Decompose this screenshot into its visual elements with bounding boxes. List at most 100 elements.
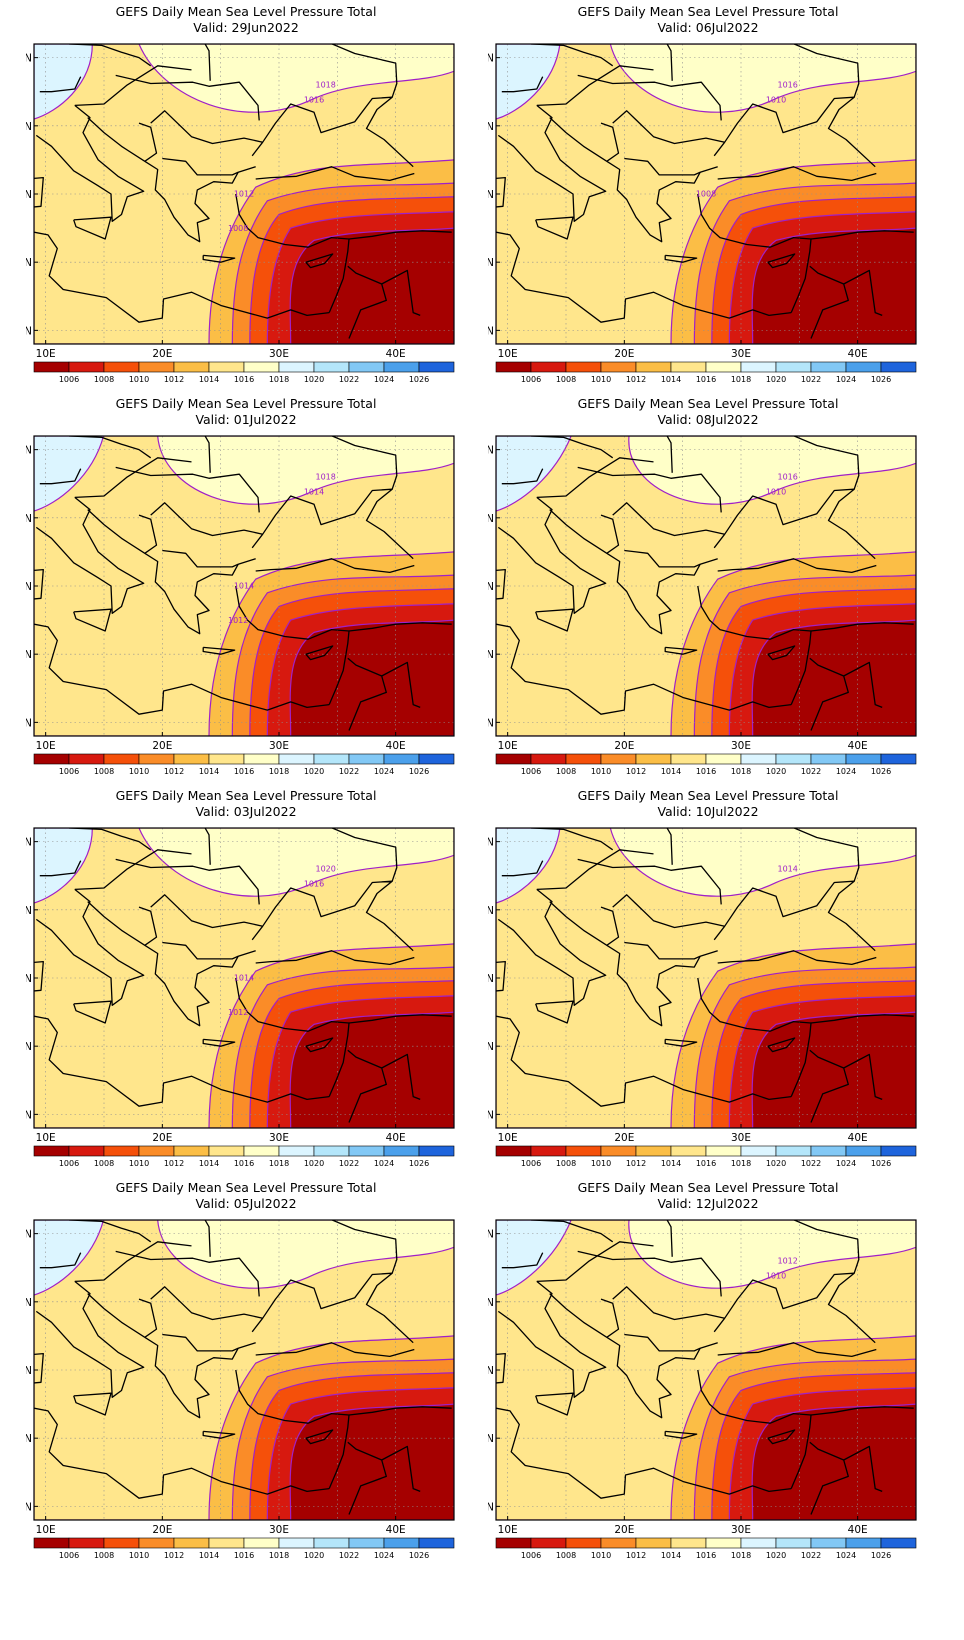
colorbar-swatch xyxy=(173,753,210,765)
contour-label: 1016 xyxy=(777,473,797,482)
pressure-map: 101450N45N40N35N30N10E20E30E40E100610081… xyxy=(488,827,917,1168)
colorbar-label: 1014 xyxy=(661,375,681,384)
colorbar-swatch xyxy=(348,753,385,765)
graticule xyxy=(496,1220,917,1520)
colorbar-label: 1012 xyxy=(164,1159,184,1168)
colorbar-label: 1024 xyxy=(374,767,394,776)
lat-tick-label: 30N xyxy=(26,325,32,337)
pressure-band xyxy=(289,1403,454,1520)
colorbar-label: 1012 xyxy=(626,767,646,776)
colorbar-label: 1016 xyxy=(234,1551,254,1560)
colorbar-label: 1006 xyxy=(59,1551,79,1560)
colorbar: 1006 1008 1010 1012 1014 1016 1018 1020 1022 1024… xyxy=(495,1145,917,1168)
colorbar-swatch xyxy=(348,1537,385,1549)
lon-tick-label: 30E xyxy=(269,1524,289,1536)
pressure-band xyxy=(289,1011,454,1128)
colorbar: 1006 1008 1010 1012 1014 1016 1018 1020 1022 1024… xyxy=(495,753,917,776)
colorbar-swatch xyxy=(600,1537,637,1549)
colorbar-label: 1008 xyxy=(94,767,114,776)
pressure-band xyxy=(751,227,916,344)
contour-label: 1014 xyxy=(234,974,254,983)
colorbar: 1006 1008 1010 1012 1014 1016 1018 1020 1022 1024… xyxy=(33,1537,455,1560)
contour-label: 1014 xyxy=(304,488,324,497)
colorbar-label: 1018 xyxy=(731,1551,751,1560)
colorbar-label: 1006 xyxy=(59,1159,79,1168)
colorbar-swatch xyxy=(243,1537,280,1549)
pressure-map: 50N45N40N35N30N10E20E30E40E1006100810101… xyxy=(26,1219,455,1560)
colorbar-label: 1022 xyxy=(801,767,821,776)
colorbar-swatch xyxy=(810,1145,847,1157)
colorbar-swatch xyxy=(775,753,812,765)
colorbar-label: 1022 xyxy=(801,375,821,384)
lat-tick-label: 40N xyxy=(488,189,494,201)
lon-tick-label: 10E xyxy=(498,740,518,752)
lat-tick-label: 35N xyxy=(26,649,32,661)
lon-tick-label: 30E xyxy=(269,1132,289,1144)
colorbar-swatch xyxy=(530,1145,567,1157)
lon-tick-label: 30E xyxy=(731,1132,751,1144)
pressure-band xyxy=(496,436,572,512)
graticule xyxy=(34,436,455,736)
colorbar-label: 1012 xyxy=(164,767,184,776)
colorbar-swatch xyxy=(418,361,455,373)
pressure-band xyxy=(138,828,454,897)
colorbar-swatch xyxy=(810,1537,847,1549)
colorbar-label: 1014 xyxy=(661,1551,681,1560)
colorbar-label: 1026 xyxy=(871,1159,891,1168)
colorbar-swatch xyxy=(530,1537,567,1549)
colorbar-swatch xyxy=(138,753,175,765)
map-panel: 1018 1016 1012 1008 50N 45N 40N 35N 30N 10E 20E 30E… xyxy=(26,0,466,400)
map-panel: 1020 1016 1014 1012 50N 45N 40N 35N 30N 10E 20E 30E… xyxy=(26,784,466,1184)
colorbar-swatch xyxy=(670,1145,707,1157)
colorbar-swatch xyxy=(33,1145,70,1157)
lon-tick-label: 10E xyxy=(36,740,56,752)
lat-tick-label: 45N xyxy=(26,513,32,525)
pressure-band xyxy=(34,436,105,512)
panel-title: GEFS Daily Mean Sea Level Pressure Total xyxy=(577,788,839,803)
panel-valid-date: Valid: 10Jul2022 xyxy=(657,804,759,819)
lat-tick-label: 45N xyxy=(488,905,494,917)
colorbar-swatch xyxy=(705,361,742,373)
colorbar-label: 1008 xyxy=(556,767,576,776)
colorbar-label: 1016 xyxy=(696,375,716,384)
pressure-field xyxy=(496,1220,916,1520)
colorbar-label: 1020 xyxy=(304,767,324,776)
lat-tick-label: 40N xyxy=(488,973,494,985)
pressure-band xyxy=(751,1011,916,1128)
coastlines-borders xyxy=(496,44,914,339)
lat-tick-label: 50N xyxy=(488,445,494,457)
colorbar-swatch xyxy=(383,1145,420,1157)
colorbar-swatch xyxy=(138,1145,175,1157)
panel-title: GEFS Daily Mean Sea Level Pressure Total xyxy=(115,788,377,803)
lat-tick-label: 30N xyxy=(488,1109,494,1121)
colorbar-label: 1024 xyxy=(836,1551,856,1560)
lat-tick-label: 50N xyxy=(488,837,494,849)
contour-label: 1014 xyxy=(777,865,797,874)
colorbar-label: 1026 xyxy=(409,1159,429,1168)
colorbar-label: 1010 xyxy=(591,767,611,776)
pressure-band xyxy=(628,1220,916,1289)
colorbar-label: 1010 xyxy=(129,1551,149,1560)
lat-tick-label: 50N xyxy=(488,53,494,65)
colorbar-label: 1014 xyxy=(199,767,219,776)
colorbar-swatch xyxy=(775,1145,812,1157)
colorbar-swatch xyxy=(173,1537,210,1549)
colorbar-swatch xyxy=(810,753,847,765)
colorbar-label: 1010 xyxy=(591,1159,611,1168)
lat-tick-label: 30N xyxy=(488,1501,494,1513)
pressure-band xyxy=(34,1220,105,1296)
colorbar-swatch xyxy=(740,1537,777,1549)
colorbar-swatch xyxy=(33,361,70,373)
colorbar-swatch xyxy=(775,361,812,373)
lon-tick-label: 20E xyxy=(152,1132,172,1144)
colorbar-label: 1026 xyxy=(409,375,429,384)
colorbar-label: 1012 xyxy=(164,1551,184,1560)
contour-label: 1012 xyxy=(234,190,254,199)
pressure-band xyxy=(628,436,916,505)
colorbar-swatch xyxy=(705,1537,742,1549)
contour-label: 1020 xyxy=(315,865,335,874)
colorbar-swatch xyxy=(600,753,637,765)
lon-tick-label: 30E xyxy=(731,740,751,752)
graticule xyxy=(34,828,455,1128)
colorbar-label: 1014 xyxy=(661,767,681,776)
